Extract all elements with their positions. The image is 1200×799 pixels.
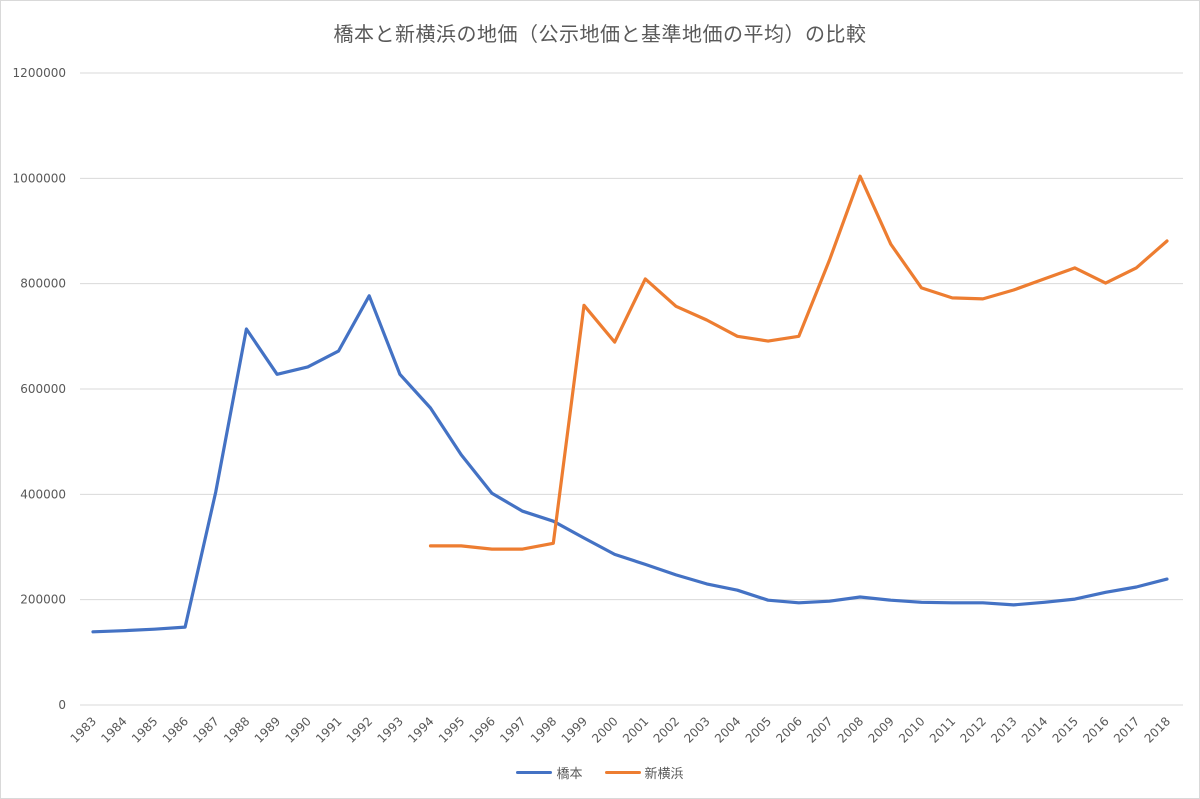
x-tick-label: 1998 bbox=[528, 714, 559, 745]
x-tick-label: 2017 bbox=[1111, 714, 1142, 745]
y-tick-label: 0 bbox=[58, 698, 66, 712]
x-tick-label: 2014 bbox=[1019, 714, 1050, 745]
x-tick-label: 1989 bbox=[252, 714, 283, 745]
x-tick-label: 2008 bbox=[835, 714, 866, 745]
x-tick-label: 2005 bbox=[743, 714, 774, 745]
gridlines bbox=[80, 72, 1183, 706]
legend-item-shin-yokohama[interactable]: 新横浜 bbox=[604, 763, 684, 782]
series-line-hashimoto[interactable] bbox=[91, 294, 1169, 634]
legend-item-hashimoto[interactable]: 橋本 bbox=[516, 763, 583, 782]
x-tick-label: 2009 bbox=[865, 714, 896, 745]
x-tick-label: 2016 bbox=[1080, 714, 1111, 745]
x-tick-label: 2004 bbox=[712, 714, 743, 745]
series-line-shin-yokohama[interactable] bbox=[428, 174, 1169, 551]
legend-swatch-shin-yokohama bbox=[604, 771, 641, 774]
x-axis-ticks: 1983 1984 1985 1986 1987 1988 1989 1990 1991 1992… bbox=[68, 714, 1173, 745]
x-tick-label: 1999 bbox=[559, 714, 590, 745]
x-tick-label: 1987 bbox=[190, 714, 221, 745]
y-axis-ticks: 0 200000 400000 600000 800000 1000000 1200000 bbox=[13, 66, 66, 712]
x-tick-label: 1997 bbox=[497, 714, 528, 745]
x-tick-label: 2011 bbox=[927, 714, 958, 745]
y-tick-label: 800000 bbox=[20, 277, 66, 291]
data-lines bbox=[91, 174, 1169, 634]
x-tick-label: 2002 bbox=[651, 714, 682, 745]
x-tick-label: 1994 bbox=[405, 714, 436, 745]
x-tick-label: 1985 bbox=[129, 714, 160, 745]
x-tick-label: 2018 bbox=[1142, 714, 1173, 745]
x-tick-label: 1992 bbox=[344, 714, 375, 745]
x-tick-label: 1983 bbox=[68, 714, 99, 745]
x-tick-label: 2012 bbox=[958, 714, 989, 745]
x-tick-label: 1993 bbox=[374, 714, 405, 745]
x-tick-label: 2013 bbox=[988, 714, 1019, 745]
x-tick-label: 2000 bbox=[589, 714, 620, 745]
x-tick-label: 2001 bbox=[620, 714, 651, 745]
x-tick-label: 1995 bbox=[436, 714, 467, 745]
x-tick-label: 2003 bbox=[681, 714, 712, 745]
y-tick-label: 200000 bbox=[20, 593, 66, 607]
legend-label-shin-yokohama: 新横浜 bbox=[644, 767, 684, 782]
x-tick-label: 1986 bbox=[160, 714, 191, 745]
chart-title: 橋本と新横浜の地価（公示地価と基準地価の平均）の比較 bbox=[333, 22, 867, 46]
x-tick-label: 2015 bbox=[1050, 714, 1081, 745]
x-tick-label: 2007 bbox=[804, 714, 835, 745]
legend-label-hashimoto: 橋本 bbox=[556, 767, 583, 782]
y-tick-label: 400000 bbox=[20, 487, 66, 501]
legend-swatch-hashimoto bbox=[516, 771, 553, 774]
x-tick-label: 1988 bbox=[221, 714, 252, 745]
x-tick-label: 1984 bbox=[98, 714, 129, 745]
y-tick-label: 1000000 bbox=[13, 171, 66, 185]
x-tick-label: 1996 bbox=[467, 714, 498, 745]
y-tick-label: 600000 bbox=[20, 382, 66, 396]
x-tick-label: 2010 bbox=[896, 714, 927, 745]
x-tick-label: 2006 bbox=[773, 714, 804, 745]
x-tick-label: 1991 bbox=[313, 714, 344, 745]
x-tick-label: 1990 bbox=[282, 714, 313, 745]
y-tick-label: 1200000 bbox=[13, 66, 66, 80]
legend: 橋本 新横浜 bbox=[0, 763, 1200, 782]
